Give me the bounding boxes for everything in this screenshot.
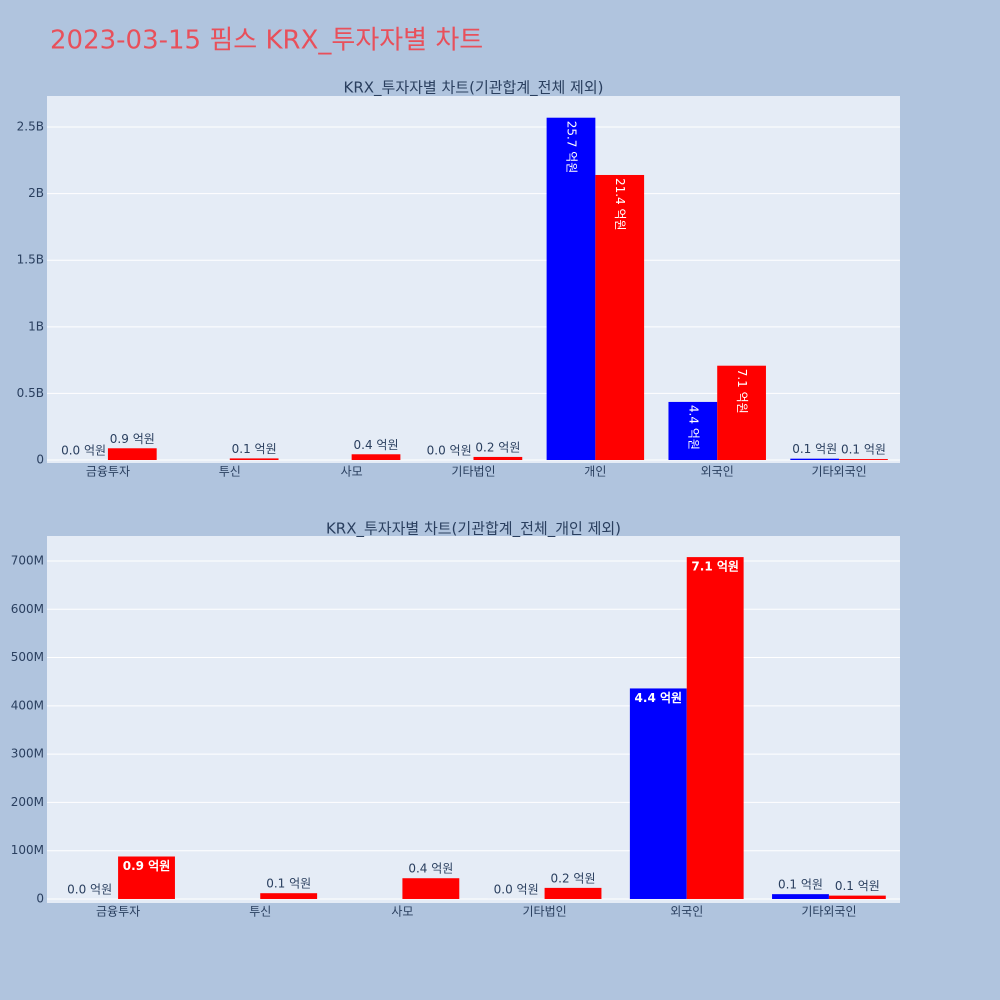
data-label: 7.1 억원	[735, 369, 749, 414]
y-tick-label: 600M	[11, 602, 44, 616]
data-label: 25.7 억원	[564, 121, 578, 174]
data-label: 0.1 억원	[841, 443, 886, 457]
data-label: 0.0 억원	[61, 444, 106, 458]
bar	[260, 893, 318, 899]
y-tick-label: 700M	[11, 553, 44, 567]
x-tick-label: 기타외국인	[811, 465, 866, 479]
y-tick-label: 100M	[11, 843, 44, 857]
y-tick-label: 300M	[11, 747, 44, 761]
y-tick-label: 2.5B	[17, 120, 44, 134]
plot-area	[47, 536, 900, 903]
x-tick-label: 기타법인	[522, 905, 566, 919]
figure-title: 2023-03-15 핌스 KRX_투자자별 차트	[50, 26, 483, 56]
bar	[544, 887, 602, 899]
bar	[717, 365, 766, 461]
data-label: 21.4 억원	[613, 178, 627, 231]
bar	[595, 174, 645, 461]
x-tick-label: 기타법인	[451, 465, 495, 479]
data-label: 0.1 억원	[232, 442, 277, 456]
data-label: 4.4 억원	[686, 405, 700, 450]
x-tick-label: 기타외국인	[801, 905, 856, 919]
bar	[629, 688, 687, 899]
chart-title: KRX_투자자별 차트(기관합계_전체 제외)	[344, 79, 604, 98]
bar	[790, 458, 840, 461]
data-label: 0.9 억원	[110, 432, 155, 446]
x-tick-label: 개인	[584, 465, 606, 479]
data-label: 0.9 억원	[123, 859, 171, 873]
y-tick-label: 0.5B	[17, 386, 44, 400]
data-label: 0.2 억원	[475, 440, 520, 454]
bar	[668, 401, 718, 461]
data-label: 0.1 억원	[778, 878, 823, 892]
x-tick-label: 금융투자	[96, 905, 140, 919]
data-label: 0.0 억원	[494, 882, 539, 896]
data-label: 0.2 억원	[551, 871, 596, 885]
x-tick-label: 금융투자	[86, 465, 130, 479]
bar	[473, 456, 523, 461]
chart-title: KRX_투자자별 차트(기관합계_전체_개인 제외)	[326, 520, 621, 539]
data-label: 7.1 억원	[691, 560, 739, 574]
data-label: 0.4 억원	[354, 438, 399, 452]
data-label: 0.1 억원	[835, 879, 880, 893]
y-tick-label: 0	[36, 453, 44, 467]
y-tick-label: 200M	[11, 795, 44, 809]
bar	[229, 458, 279, 461]
data-label: 0.0 억원	[427, 444, 472, 458]
bar	[839, 459, 888, 461]
bar	[828, 895, 886, 899]
y-tick-label: 400M	[11, 698, 44, 712]
bar	[402, 878, 460, 899]
y-tick-label: 2B	[28, 186, 44, 200]
bar	[546, 117, 596, 461]
data-label: 0.4 억원	[408, 862, 453, 876]
bar	[772, 894, 829, 899]
x-tick-label: 사모	[391, 905, 413, 919]
data-label: 4.4 억원	[635, 691, 683, 705]
y-tick-label: 1B	[28, 319, 44, 333]
data-label: 0.1 억원	[266, 877, 311, 891]
bar	[686, 557, 744, 899]
bar	[351, 454, 401, 461]
x-tick-label: 외국인	[670, 905, 703, 919]
x-tick-label: 투신	[219, 465, 241, 479]
x-tick-label: 투신	[249, 905, 271, 919]
y-tick-label: 1.5B	[17, 253, 44, 267]
y-tick-label: 500M	[11, 650, 44, 664]
data-label: 0.1 억원	[792, 442, 837, 456]
x-tick-label: 외국인	[701, 465, 734, 479]
y-tick-label: 0	[36, 891, 44, 905]
bar	[118, 856, 175, 899]
bar	[107, 448, 157, 461]
plot-area	[47, 96, 900, 463]
x-tick-label: 사모	[341, 465, 363, 479]
data-label: 0.0 억원	[67, 882, 112, 896]
